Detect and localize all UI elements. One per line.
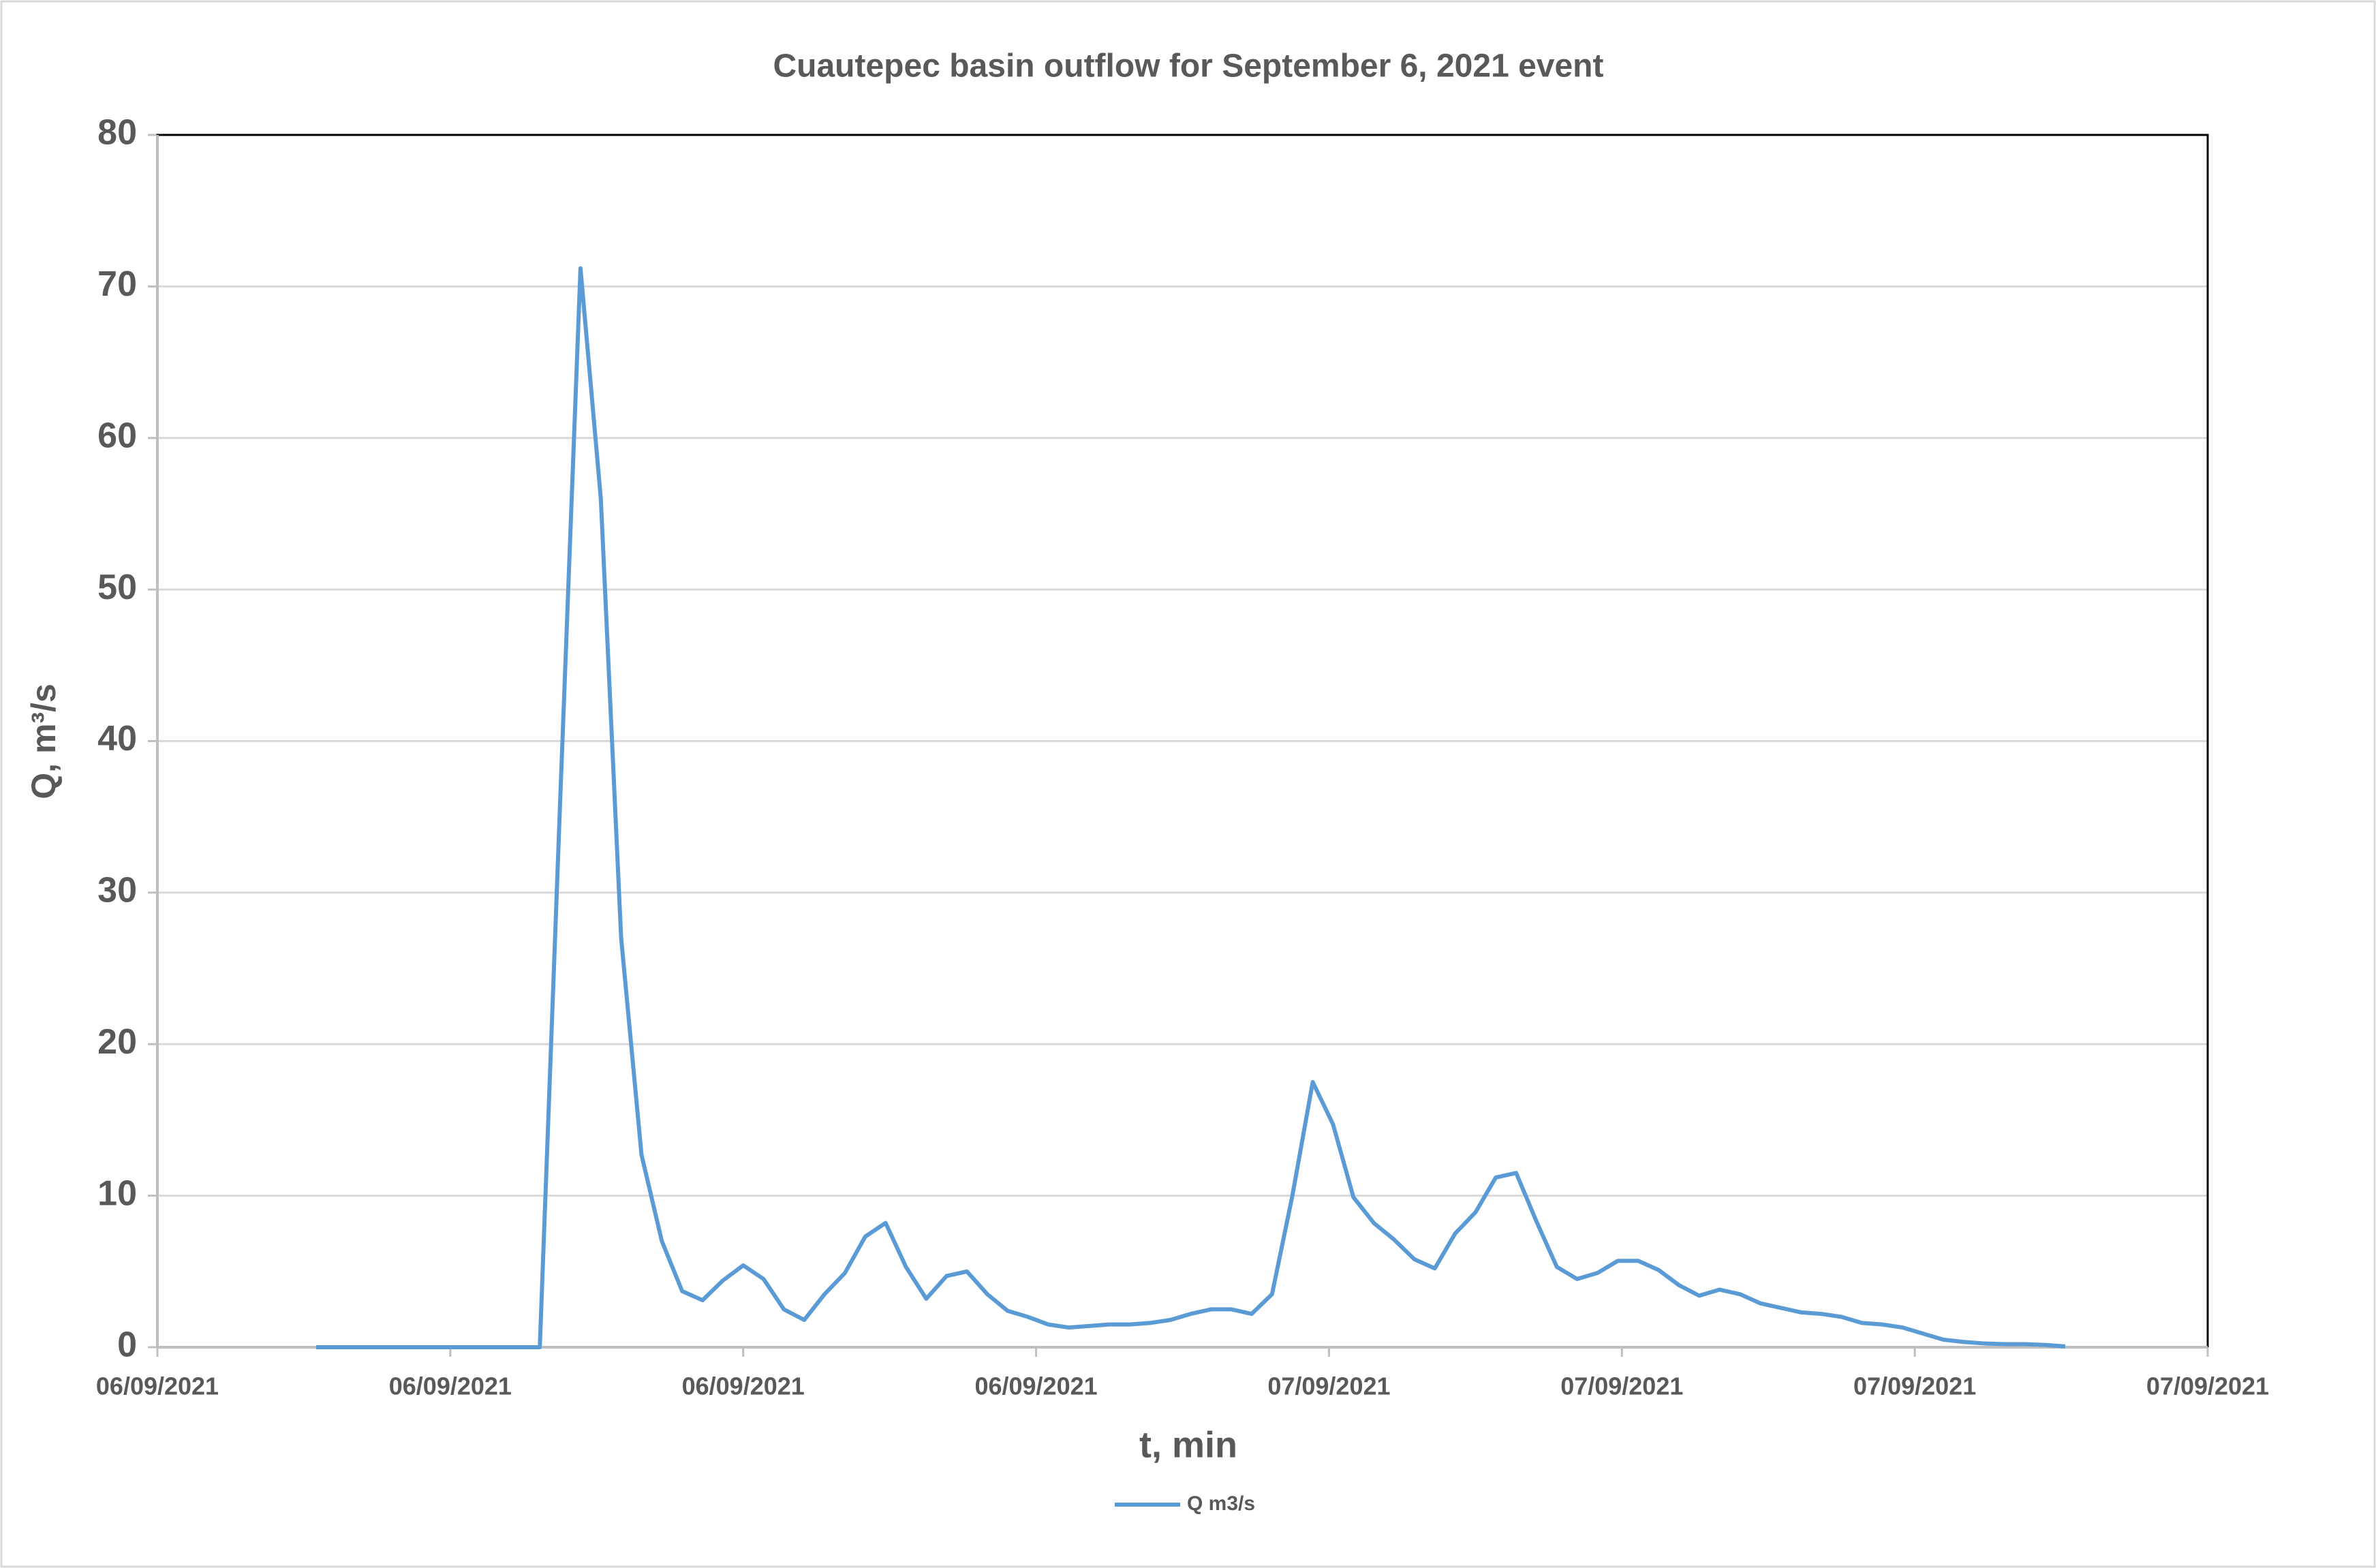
legend-label: Q m3/s [1187,1492,1255,1515]
y-tick-label: 10 [97,1173,137,1213]
y-tick-label: 40 [97,719,137,758]
x-tick-label: 07/09/2021 [2146,1372,2269,1400]
y-tick-label: 30 [97,871,137,910]
chart-title: Cuautepec basin outflow for September 6,… [773,48,1604,84]
x-axis-title: t, min [1139,1424,1237,1465]
x-tick-label: 07/09/2021 [1560,1372,1683,1400]
y-tick-label: 20 [97,1022,137,1062]
x-tick-label: 06/09/2021 [96,1372,219,1400]
y-tick-label: 60 [97,416,137,455]
x-tick-label: 06/09/2021 [389,1372,512,1400]
y-tick-label: 70 [97,264,137,304]
x-tick-label: 07/09/2021 [1853,1372,1976,1400]
data-line [315,266,2066,1349]
x-tick-label: 06/09/2021 [682,1372,805,1400]
y-tick-label: 0 [117,1325,137,1365]
y-axis-title: Q, m³/s [25,683,63,799]
x-tick-label: 07/09/2021 [1267,1372,1390,1400]
y-tick-label: 50 [97,568,137,607]
y-tick-label: 80 [97,113,137,153]
x-tick-label: 06/09/2021 [974,1372,1097,1400]
